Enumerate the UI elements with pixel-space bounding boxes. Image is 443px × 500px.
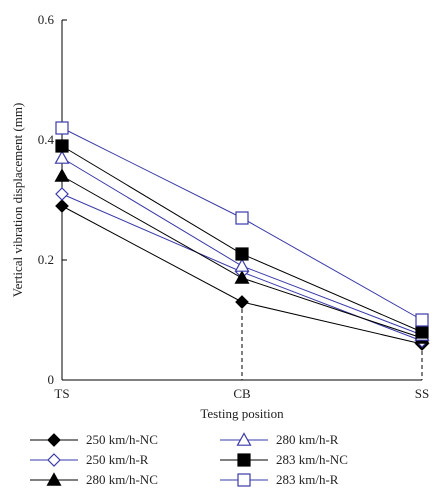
data-point bbox=[55, 121, 69, 135]
legend-item: 250 km/h-NC bbox=[30, 432, 158, 447]
legend-marker bbox=[236, 432, 252, 446]
x-axis-title: Testing position bbox=[200, 406, 284, 421]
legend-label: 250 km/h-NC bbox=[86, 432, 158, 447]
legend-item: 283 km/h-R bbox=[220, 472, 339, 487]
data-point bbox=[54, 168, 70, 182]
data-point bbox=[55, 199, 69, 213]
legend-marker bbox=[237, 453, 251, 467]
data-markers bbox=[54, 121, 430, 351]
legend-marker bbox=[237, 473, 251, 487]
legend-label: 283 km/h-NC bbox=[276, 452, 348, 467]
legend-item: 280 km/h-R bbox=[220, 432, 339, 447]
legend-label: 280 km/h-R bbox=[276, 432, 339, 447]
x-tick-label: CB bbox=[233, 386, 251, 401]
y-tick-label: 0 bbox=[48, 372, 55, 387]
legend: 250 km/h-NC 250 km/h-R 280 km/h-NC 280 km/h… bbox=[30, 432, 348, 487]
tick-labels: 0 0.2 0.4 0.6 TS CB SS bbox=[38, 12, 429, 401]
y-tick-label: 0.4 bbox=[38, 132, 55, 147]
data-point bbox=[55, 139, 69, 153]
legend-marker bbox=[47, 433, 61, 447]
legend-label: 283 km/h-R bbox=[276, 472, 339, 487]
y-axis-title: Vertical vibration displacement (mm) bbox=[10, 103, 25, 298]
y-tick-label: 0.6 bbox=[38, 12, 55, 27]
x-tick-label: SS bbox=[415, 386, 429, 401]
data-point bbox=[234, 258, 250, 272]
data-point bbox=[55, 187, 69, 201]
legend-item: 280 km/h-NC bbox=[30, 472, 158, 487]
legend-marker bbox=[46, 472, 62, 486]
x-tick-label: TS bbox=[54, 386, 69, 401]
data-point bbox=[235, 247, 249, 261]
legend-label: 250 km/h-R bbox=[86, 452, 149, 467]
legend-marker bbox=[47, 453, 61, 467]
guide-lines bbox=[241, 302, 423, 380]
y-tick-label: 0.2 bbox=[38, 252, 54, 267]
legend-item: 250 km/h-R bbox=[30, 452, 149, 467]
data-point bbox=[415, 325, 429, 339]
data-point bbox=[54, 150, 70, 164]
legend-item: 283 km/h-NC bbox=[220, 452, 348, 467]
data-point bbox=[234, 270, 250, 284]
legend-label: 280 km/h-NC bbox=[86, 472, 158, 487]
data-point bbox=[415, 313, 429, 327]
data-point bbox=[235, 211, 249, 225]
data-point bbox=[235, 295, 249, 309]
